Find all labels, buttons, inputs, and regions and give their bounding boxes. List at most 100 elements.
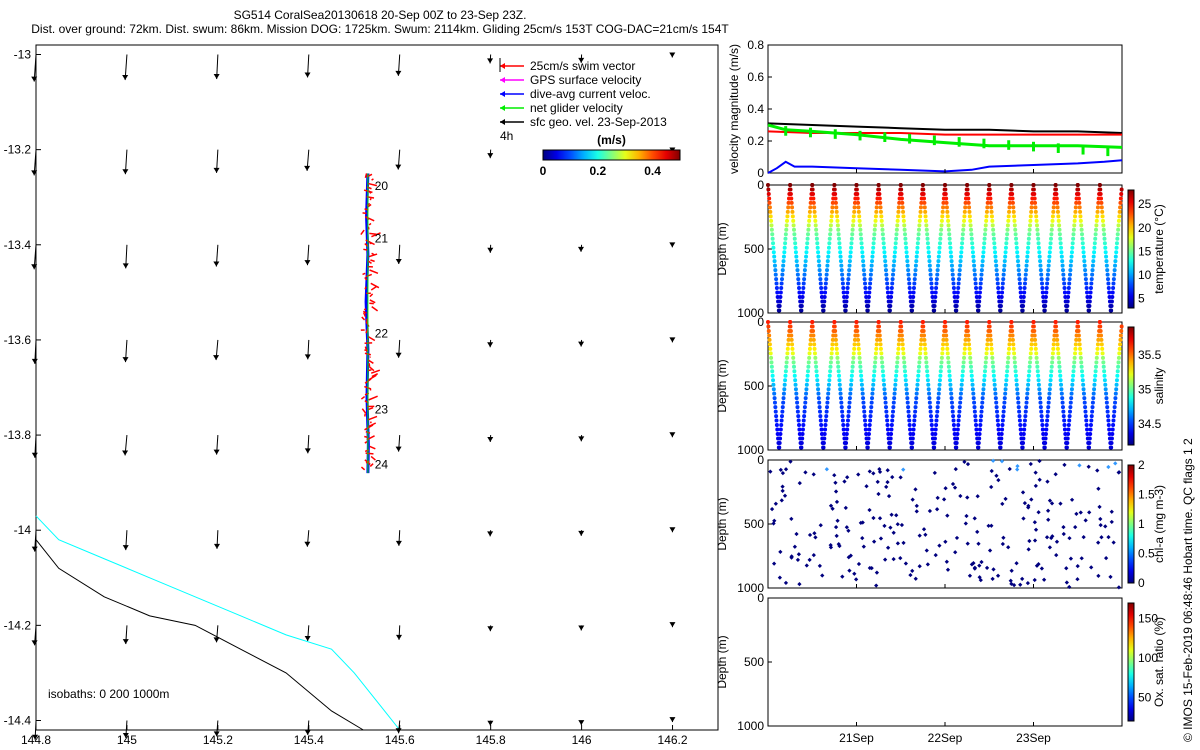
profile-point [987, 320, 992, 324]
profile-point [827, 373, 832, 378]
profile-point [803, 263, 808, 268]
oxygen-y-tick-label: 1000 [737, 719, 764, 733]
chl-point [1003, 496, 1008, 501]
profile-point [838, 259, 843, 264]
profile-point [1094, 364, 1099, 369]
profile-point [949, 400, 954, 405]
profile-point [786, 205, 791, 210]
chl-point [1074, 511, 1079, 516]
profile-point [891, 405, 896, 410]
profile-point [1071, 369, 1076, 374]
chl-point [1061, 524, 1066, 530]
profile-point [889, 423, 894, 428]
profile-point [837, 378, 842, 383]
profile-point [1094, 355, 1099, 360]
profile-point [1016, 263, 1021, 268]
swim-vector [369, 299, 376, 304]
profile-point [840, 414, 845, 419]
profile-point [804, 382, 809, 387]
profile-point [1006, 351, 1011, 356]
profile-point [804, 387, 809, 392]
profile-point [1022, 423, 1027, 428]
profile-point [840, 281, 845, 286]
profile-point [766, 187, 771, 192]
profile-point [998, 440, 1003, 445]
profile-point [1099, 337, 1104, 342]
profile-point [930, 432, 935, 436]
profile-point [988, 328, 993, 333]
profile-point [961, 364, 966, 369]
profile-point [921, 324, 926, 329]
profile-point [970, 245, 975, 250]
profile-point [892, 259, 897, 264]
profile-point [984, 218, 989, 223]
profile-point [1116, 360, 1121, 365]
profile-point [998, 445, 1003, 450]
profile-point [901, 218, 906, 223]
profile-point [795, 400, 800, 405]
profile-point [1060, 400, 1065, 405]
profile-point [981, 245, 986, 250]
profile-point [812, 209, 817, 214]
profile-point [861, 400, 866, 405]
profile-point [799, 303, 804, 308]
chl-point [1032, 520, 1037, 525]
profile-point [984, 209, 989, 214]
chl-point [1086, 464, 1091, 469]
profile-point [1069, 391, 1074, 396]
profile-point [1081, 382, 1086, 387]
profile-point [1049, 227, 1054, 232]
profile-point [937, 250, 942, 255]
profile-point [817, 263, 822, 268]
profile-point [1034, 351, 1039, 356]
chl-point [1029, 497, 1034, 502]
profile-point [1032, 328, 1037, 333]
profile-point [944, 337, 949, 342]
profile-point [834, 346, 839, 351]
profile-point [1045, 272, 1050, 277]
profile-point [1017, 281, 1022, 286]
profile-point [824, 414, 829, 419]
profile-point [873, 351, 878, 356]
profile-point [1053, 183, 1058, 187]
current-vector-head [669, 622, 676, 628]
profile-point [1067, 418, 1072, 423]
profile-point [999, 436, 1004, 441]
profile-point [862, 277, 867, 282]
profile-point [1035, 227, 1040, 232]
chl-point [917, 533, 922, 538]
profile-point [812, 342, 817, 347]
profile-point [860, 250, 865, 255]
profile-point [828, 227, 833, 232]
colorbar-tick: 0.4 [644, 164, 661, 178]
profile-point [866, 432, 871, 436]
profile-point [1075, 320, 1080, 324]
oxygen-ylabel: Depth (m) [715, 635, 729, 688]
profile-point [956, 286, 961, 291]
profile-point [1003, 254, 1008, 259]
profile-point [956, 418, 961, 423]
profile-point [915, 382, 920, 387]
profile-point [1044, 286, 1049, 291]
profile-point [924, 364, 929, 369]
profile-point [1021, 432, 1026, 436]
profile-point [1006, 355, 1011, 360]
profile-point [1012, 351, 1017, 356]
profile-point [844, 299, 849, 304]
chl-point [864, 484, 869, 489]
profile-point [783, 378, 788, 383]
profile-point [1047, 391, 1052, 396]
chl-point [1045, 508, 1051, 513]
profile-point [1055, 337, 1060, 342]
chl-point [1106, 464, 1111, 470]
profile-point [1095, 214, 1100, 219]
chl-point [954, 535, 960, 541]
profile-point [845, 423, 850, 428]
profile-point [849, 245, 854, 250]
chl-point [975, 494, 980, 499]
profile-point [998, 303, 1003, 308]
profile-point [767, 200, 772, 205]
profile-point [1081, 254, 1086, 259]
profile-point [1092, 241, 1097, 246]
chl-point [1021, 516, 1026, 521]
